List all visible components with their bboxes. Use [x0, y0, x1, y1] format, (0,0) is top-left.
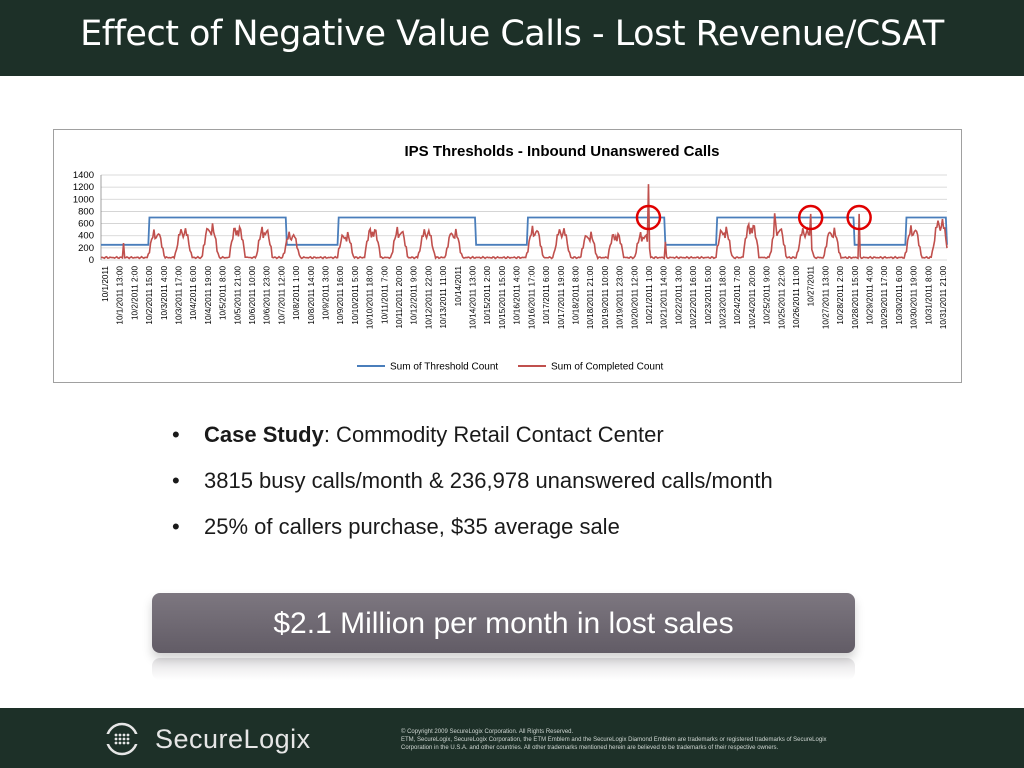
series-line-threshold — [101, 216, 948, 246]
x-tick-label: 10/19/2011 10:00 — [601, 266, 610, 330]
copyright-notice: © Copyright 2009 SecureLogix Corporation… — [401, 728, 901, 752]
bullet-list: • Case Study: Commodity Retail Contact C… — [172, 420, 773, 558]
bullet-item: • 3815 busy calls/month & 236,978 unansw… — [172, 466, 773, 512]
banner-text: $2.1 Million per month in lost sales — [273, 607, 734, 640]
bullet-item: • 25% of callers purchase, $35 average s… — [172, 512, 773, 558]
x-tick-label: 10/16/2011 17:00 — [527, 266, 536, 330]
x-tick-label: 10/3/2011 4:00 — [160, 266, 169, 320]
bullet-text: 3815 busy calls/month & 236,978 unanswer… — [204, 468, 773, 493]
x-tick-label: 10/23/2011 5:00 — [704, 266, 713, 325]
x-tick-label: 10/30/2011 19:00 — [910, 266, 919, 330]
x-tick-label: 10/28/2011 15:00 — [851, 266, 860, 330]
line-chart: IPS Thresholds - Inbound Unanswered Call… — [73, 143, 948, 373]
banner-reflection — [152, 658, 855, 680]
y-tick-label: 400 — [78, 231, 94, 242]
slide-title: Effect of Negative Value Calls - Lost Re… — [80, 14, 944, 54]
bullet-item: • Case Study: Commodity Retail Contact C… — [172, 420, 773, 466]
lost-sales-banner: $2.1 Million per month in lost sales — [152, 593, 855, 653]
anomaly-circle — [635, 204, 662, 231]
x-tick-label: 10/10/2011 5:00 — [351, 266, 360, 325]
copyright-line: © Copyright 2009 SecureLogix Corporation… — [401, 729, 574, 735]
x-tick-label: 10/20/2011 12:00 — [630, 266, 639, 330]
x-tick-label: 10/3/2011 17:00 — [175, 266, 184, 325]
y-tick-label: 1200 — [73, 182, 94, 193]
x-tick-label: 10/15/2011 15:00 — [498, 266, 507, 330]
x-tick-label: 10/30/2011 6:00 — [895, 266, 904, 325]
x-tick-label: 10/28/2011 2:00 — [836, 266, 845, 325]
copyright-line: Corporation in the U.S.A. and other coun… — [401, 745, 779, 751]
x-tick-label: 10/11/2011 7:00 — [380, 266, 389, 324]
series-line-completed — [100, 184, 948, 260]
x-tick-label: 10/22/2011 16:00 — [689, 266, 698, 330]
y-tick-label: 600 — [78, 219, 94, 230]
x-tick-label: 10/11/2011 20:00 — [395, 266, 404, 329]
x-tick-label: 10/13/2011 11:00 — [439, 266, 448, 329]
x-tick-label: 10/5/2011 8:00 — [219, 266, 228, 320]
bullet-dot: • — [172, 514, 180, 539]
securelogix-diamond-logo-icon — [104, 722, 140, 756]
x-tick-label: 10/15/2011 2:00 — [483, 266, 492, 325]
x-tick-label: 10/9/2011 3:00 — [322, 266, 331, 320]
x-tick-label: 10/29/2011 4:00 — [866, 266, 875, 325]
x-tick-label: 10/18/2011 8:00 — [572, 266, 581, 325]
x-tick-label: 10/4/2011 19:00 — [204, 266, 213, 325]
x-tick-label: 10/8/2011 14:00 — [307, 266, 316, 325]
copyright-line: ETM, SecureLogix, SecureLogix Corporatio… — [401, 737, 827, 743]
x-tick-label: 10/14/2011 13:00 — [469, 266, 478, 330]
x-tick-label: 10/17/2011 19:00 — [557, 266, 566, 330]
x-tick-label: 10/19/2011 23:00 — [616, 266, 625, 330]
chart-panel: IPS Thresholds - Inbound Unanswered Call… — [53, 129, 962, 383]
x-tick-label: 10/21/2011 14:00 — [660, 266, 669, 330]
x-tick-label: 10/4/2011 6:00 — [189, 266, 198, 320]
bullet-text: 25% of callers purchase, $35 average sal… — [204, 514, 620, 539]
bullet-bold: Case Study — [204, 422, 324, 447]
bullet-text: : Commodity Retail Contact Center — [323, 422, 664, 447]
y-tick-label: 0 — [89, 255, 94, 266]
x-tick-label: 10/22/2011 3:00 — [674, 266, 683, 325]
x-tick-label: 10/24/2011 7:00 — [733, 266, 742, 325]
y-tick-label: 1000 — [73, 194, 94, 205]
anomaly-circle — [846, 204, 872, 231]
x-tick-label: 10/21/2011 1:00 — [645, 266, 654, 325]
x-tick-label: 10/12/2011 22:00 — [424, 266, 433, 330]
x-tick-label: 10/31/2011 21:00 — [939, 266, 948, 330]
x-tick-label: 10/1/2011 13:00 — [116, 266, 125, 325]
x-tick-label: 10/6/2011 23:00 — [263, 266, 272, 325]
x-tick-label: 10/2/2011 2:00 — [130, 266, 139, 320]
x-tick-label: 10/24/2011 20:00 — [748, 266, 757, 330]
bullet-dot: • — [172, 422, 180, 447]
x-tick-label: 10/25/2011 9:00 — [763, 266, 772, 325]
x-tick-label: 10/6/2011 10:00 — [248, 266, 257, 325]
y-tick-label: 800 — [78, 206, 94, 217]
legend-label: Sum of Threshold Count — [390, 362, 498, 373]
footer: SecureLogix © Copyright 2009 SecureLogix… — [0, 708, 1024, 768]
x-tick-label: 10/29/2011 17:00 — [880, 266, 889, 330]
anomaly-circle — [797, 204, 824, 231]
x-tick-label: 10/18/2011 21:00 — [586, 266, 595, 330]
bullet-dot: • — [172, 468, 180, 493]
x-tick-label: 10/27/2011 13:00 — [821, 266, 830, 330]
x-tick-label: 10/8/2011 1:00 — [292, 266, 301, 320]
x-tick-label: 10/14/2011 — [454, 266, 463, 307]
x-tick-label: 10/10/2011 18:00 — [366, 266, 375, 330]
x-tick-label: 10/25/2011 22:00 — [777, 266, 786, 330]
x-tick-label: 10/31/2011 8:00 — [924, 266, 933, 325]
x-tick-label: 10/7/2011 12:00 — [277, 266, 286, 325]
x-tick-label: 10/9/2011 16:00 — [336, 266, 345, 325]
x-tick-label: 10/26/2011 11:00 — [792, 266, 801, 329]
x-tick-label: 10/1/2011 — [101, 266, 110, 302]
x-tick-label: 10/12/2011 9:00 — [410, 266, 419, 325]
legend-label: Sum of Completed Count — [551, 362, 664, 373]
y-tick-label: 200 — [78, 243, 94, 254]
x-tick-label: 10/16/2011 4:00 — [513, 266, 522, 325]
logo-text: SecureLogix — [155, 724, 311, 754]
x-tick-label: 10/5/2011 21:00 — [233, 266, 242, 325]
x-tick-label: 10/17/2011 6:00 — [542, 266, 551, 325]
y-tick-label: 1400 — [73, 170, 94, 181]
x-tick-label: 10/23/2011 18:00 — [719, 266, 728, 330]
title-bar: Effect of Negative Value Calls - Lost Re… — [0, 0, 1024, 76]
x-tick-label: 10/2/2011 15:00 — [145, 266, 154, 325]
x-tick-label: 10/27/2011 — [807, 266, 816, 307]
chart-title: IPS Thresholds - Inbound Unanswered Call… — [404, 143, 719, 160]
